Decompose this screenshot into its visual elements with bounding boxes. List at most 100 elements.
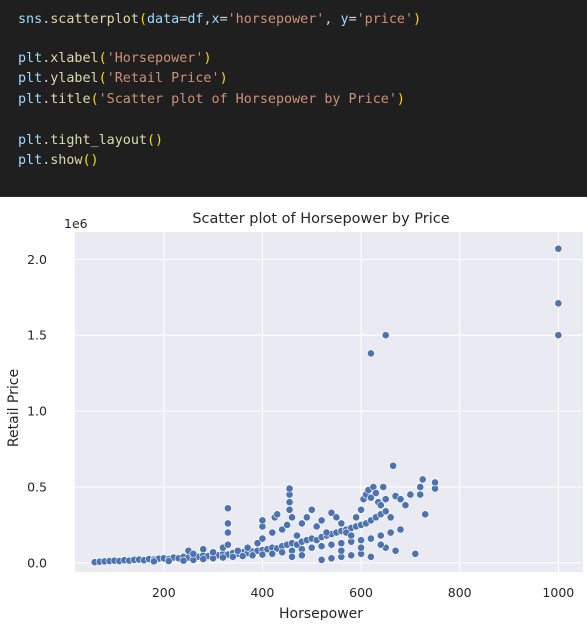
- scatter-point: [285, 484, 294, 493]
- code-token: tight_layout: [50, 133, 147, 148]
- scatter-point: [396, 525, 405, 534]
- scatter-point: [357, 543, 365, 552]
- scatter-point: [283, 521, 291, 529]
- x-tick-label: 1000: [542, 585, 574, 600]
- code-token: ): [203, 51, 212, 66]
- scatter-point: [273, 510, 282, 519]
- scatter-point: [421, 510, 430, 519]
- code-token: 'price': [356, 12, 414, 27]
- code-token: plt: [18, 71, 43, 86]
- scatter-point: [317, 542, 326, 551]
- code-token: (: [90, 92, 99, 107]
- scatter-point: [258, 516, 267, 525]
- scatter-point: [381, 495, 390, 504]
- scatter-point: [376, 540, 385, 549]
- scatter-point: [278, 525, 287, 534]
- chart-title: Scatter plot of Horsepower by Price: [192, 211, 449, 227]
- x-tick-label: 800: [448, 585, 472, 600]
- scatter-point: [337, 546, 346, 555]
- code-token: show: [50, 153, 83, 168]
- scatter-point: [371, 489, 380, 497]
- x-tick-labels: 200 400 600 800 1000: [152, 585, 574, 600]
- scatter-point: [416, 483, 425, 491]
- scatter-point: [327, 554, 336, 563]
- scatter-point: [386, 528, 395, 537]
- code-token: .: [42, 12, 51, 27]
- code-token: ,: [324, 12, 341, 27]
- scatter-point: [357, 505, 365, 514]
- y-offset-label: 1e6: [64, 216, 88, 231]
- scatter-point: [150, 557, 158, 566]
- scatter-point: [238, 552, 247, 560]
- code-token: x: [211, 12, 220, 27]
- scatter-point: [386, 513, 395, 522]
- y-axis-label: Retail Price: [6, 369, 22, 447]
- code-token: .: [42, 153, 51, 168]
- scatter-point: [164, 557, 173, 565]
- code-cell: sns.scatterplot(data=df,x='horsepower', …: [0, 0, 587, 197]
- scatter-point: [312, 522, 321, 531]
- code-line: plt.show(): [18, 152, 99, 170]
- code-line: plt.title('Scatter plot of Horsepower by…: [18, 91, 405, 109]
- scatter-point: [307, 543, 316, 552]
- scatter-point: [199, 555, 208, 563]
- code-token: 'Horsepower': [106, 51, 204, 66]
- code-token: .: [42, 51, 51, 66]
- scatter-point: [268, 528, 277, 537]
- scatter-point: [554, 244, 563, 253]
- scatter-point: [209, 548, 217, 557]
- scatter-point: [288, 513, 296, 522]
- x-tick-label: 400: [250, 585, 274, 600]
- scatter-point: [288, 552, 296, 561]
- scatter-point: [389, 461, 398, 470]
- code-token: (): [82, 153, 99, 168]
- code-token: .: [42, 71, 51, 86]
- scatter-chart: 200 400 600 800 1000 0.0 0.5 1.0 1.5 2.0 Scatter…: [6, 211, 583, 622]
- scatter-point: [367, 552, 375, 561]
- scatter-point: [268, 549, 277, 558]
- scatter-point: [278, 548, 287, 557]
- scatter-point: [411, 549, 420, 558]
- scatter-point: [367, 349, 375, 358]
- scatter-point: [391, 546, 400, 555]
- scatter-point: [554, 331, 563, 340]
- scatter-point: [223, 528, 232, 537]
- code-token: ): [219, 71, 228, 86]
- x-axis-label: Horsepower: [279, 606, 363, 620]
- scatter-point: [327, 540, 336, 549]
- code-token: 'Scatter plot of Horsepower by Price': [98, 92, 397, 107]
- scatter-point: [352, 513, 361, 522]
- scatter-point: [337, 539, 346, 548]
- code-token: .: [42, 92, 51, 107]
- scatter-point: [223, 540, 232, 549]
- scatter-point: [258, 550, 267, 559]
- code-token: df: [187, 12, 204, 27]
- code-token: plt: [18, 133, 43, 148]
- scatter-point: [189, 549, 198, 558]
- scatter-point: [297, 551, 306, 560]
- scatter-point: [376, 531, 385, 540]
- scatter-point: [179, 556, 188, 565]
- scatter-point: [332, 513, 341, 522]
- scatter-point: [297, 519, 306, 528]
- scatter-point: [396, 495, 405, 504]
- scatter-point: [367, 534, 375, 543]
- code-token: y: [340, 12, 349, 27]
- scatter-point: [367, 493, 375, 502]
- code-token: (: [138, 12, 147, 27]
- scatter-points: [90, 244, 563, 567]
- chart-output: 200 400 600 800 1000 0.0 0.5 1.0 1.5 2.0 Scatter…: [0, 200, 587, 622]
- y-tick-label: 1.5: [27, 328, 47, 343]
- code-token: (: [98, 51, 107, 66]
- code-token: 'horsepower': [227, 12, 325, 27]
- code-token: (): [147, 133, 164, 148]
- scatter-point: [285, 505, 294, 514]
- scatter-point: [376, 501, 385, 510]
- code-token: scatterplot: [50, 12, 139, 27]
- code-token: .: [42, 133, 51, 148]
- code-token: ): [396, 92, 405, 107]
- scatter-point: [219, 553, 227, 562]
- scatter-point: [406, 490, 415, 499]
- scatter-point: [293, 531, 301, 540]
- scatter-point: [418, 475, 427, 484]
